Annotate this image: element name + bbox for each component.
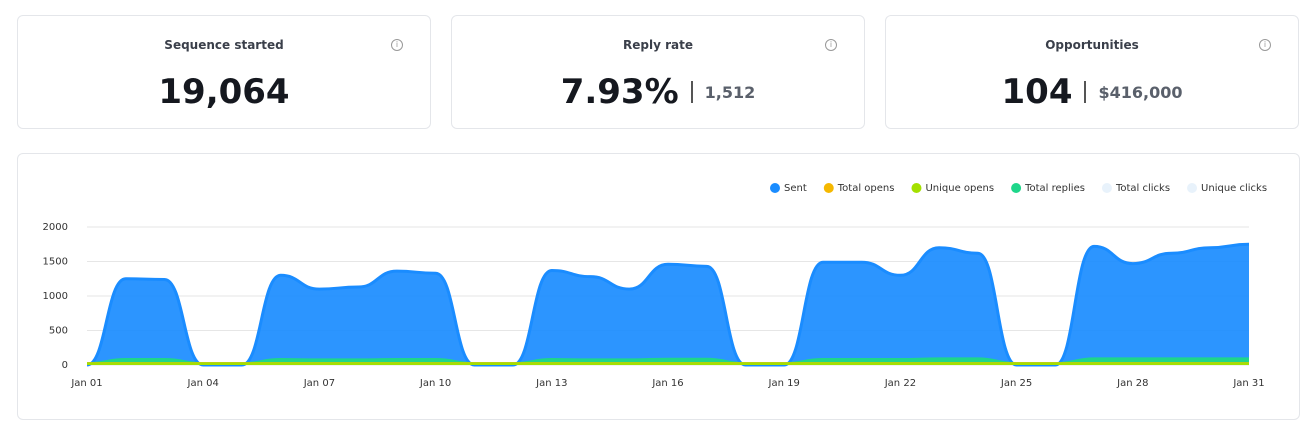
legend-marker (823, 183, 834, 193)
x-tick-label: Jan 13 (535, 378, 567, 389)
chart-card (17, 153, 1300, 420)
area (87, 244, 1249, 365)
legend-marker (1187, 183, 1198, 193)
legend-marker (1101, 183, 1112, 193)
info-icon[interactable]: i (825, 39, 837, 51)
y-tick-label: 1500 (43, 257, 68, 268)
card-title: Reply rate (623, 38, 693, 52)
card-secondary: $416,000 (1098, 82, 1183, 102)
y-tick-label: 2000 (43, 222, 68, 233)
legend-label[interactable]: Total replies (1024, 183, 1085, 194)
legend-label[interactable]: Total clicks (1115, 183, 1170, 194)
x-tick-label: Jan 10 (419, 378, 451, 389)
card-value: 7.93% (560, 72, 679, 112)
card-value: 19,064 (158, 72, 290, 112)
legend-marker (1011, 183, 1022, 193)
x-tick-label: Jan 16 (651, 378, 683, 389)
legend-label[interactable]: Unique clicks (1201, 183, 1267, 194)
card: Sequence started i 19,064 (17, 15, 431, 129)
separator (690, 81, 693, 103)
card: Reply rate i 7.93% 1,512 (451, 15, 865, 129)
x-tick-label: Jan 28 (1116, 378, 1148, 389)
legend-marker (770, 183, 780, 193)
x-tick-label: Jan 04 (187, 378, 219, 389)
card-title: Sequence started (164, 38, 284, 52)
x-tick-label: Jan 31 (1232, 378, 1264, 389)
y-tick-label: 0 (62, 360, 68, 371)
y-tick-label: 1000 (43, 291, 68, 302)
card-value: 104 (1001, 72, 1073, 112)
x-tick-label: Jan 07 (303, 378, 335, 389)
x-tick-label: Jan 22 (884, 378, 916, 389)
separator (1084, 81, 1087, 103)
info-icon[interactable]: i (391, 39, 403, 51)
card: Opportunities i 104 $416,000 (885, 15, 1299, 129)
legend-marker (911, 183, 922, 193)
legend-label[interactable]: Sent (784, 183, 807, 194)
x-tick-label: Jan 19 (768, 378, 800, 389)
card-secondary: 1,512 (704, 82, 756, 102)
x-tick-label: Jan 25 (1000, 378, 1032, 389)
legend-label[interactable]: Total opens (837, 183, 895, 194)
info-icon[interactable]: i (1259, 39, 1271, 51)
legend-label[interactable]: Unique opens (925, 183, 994, 194)
card-title: Opportunities (1045, 38, 1139, 52)
y-tick-label: 500 (49, 326, 68, 337)
x-tick-label: Jan 01 (70, 378, 102, 389)
